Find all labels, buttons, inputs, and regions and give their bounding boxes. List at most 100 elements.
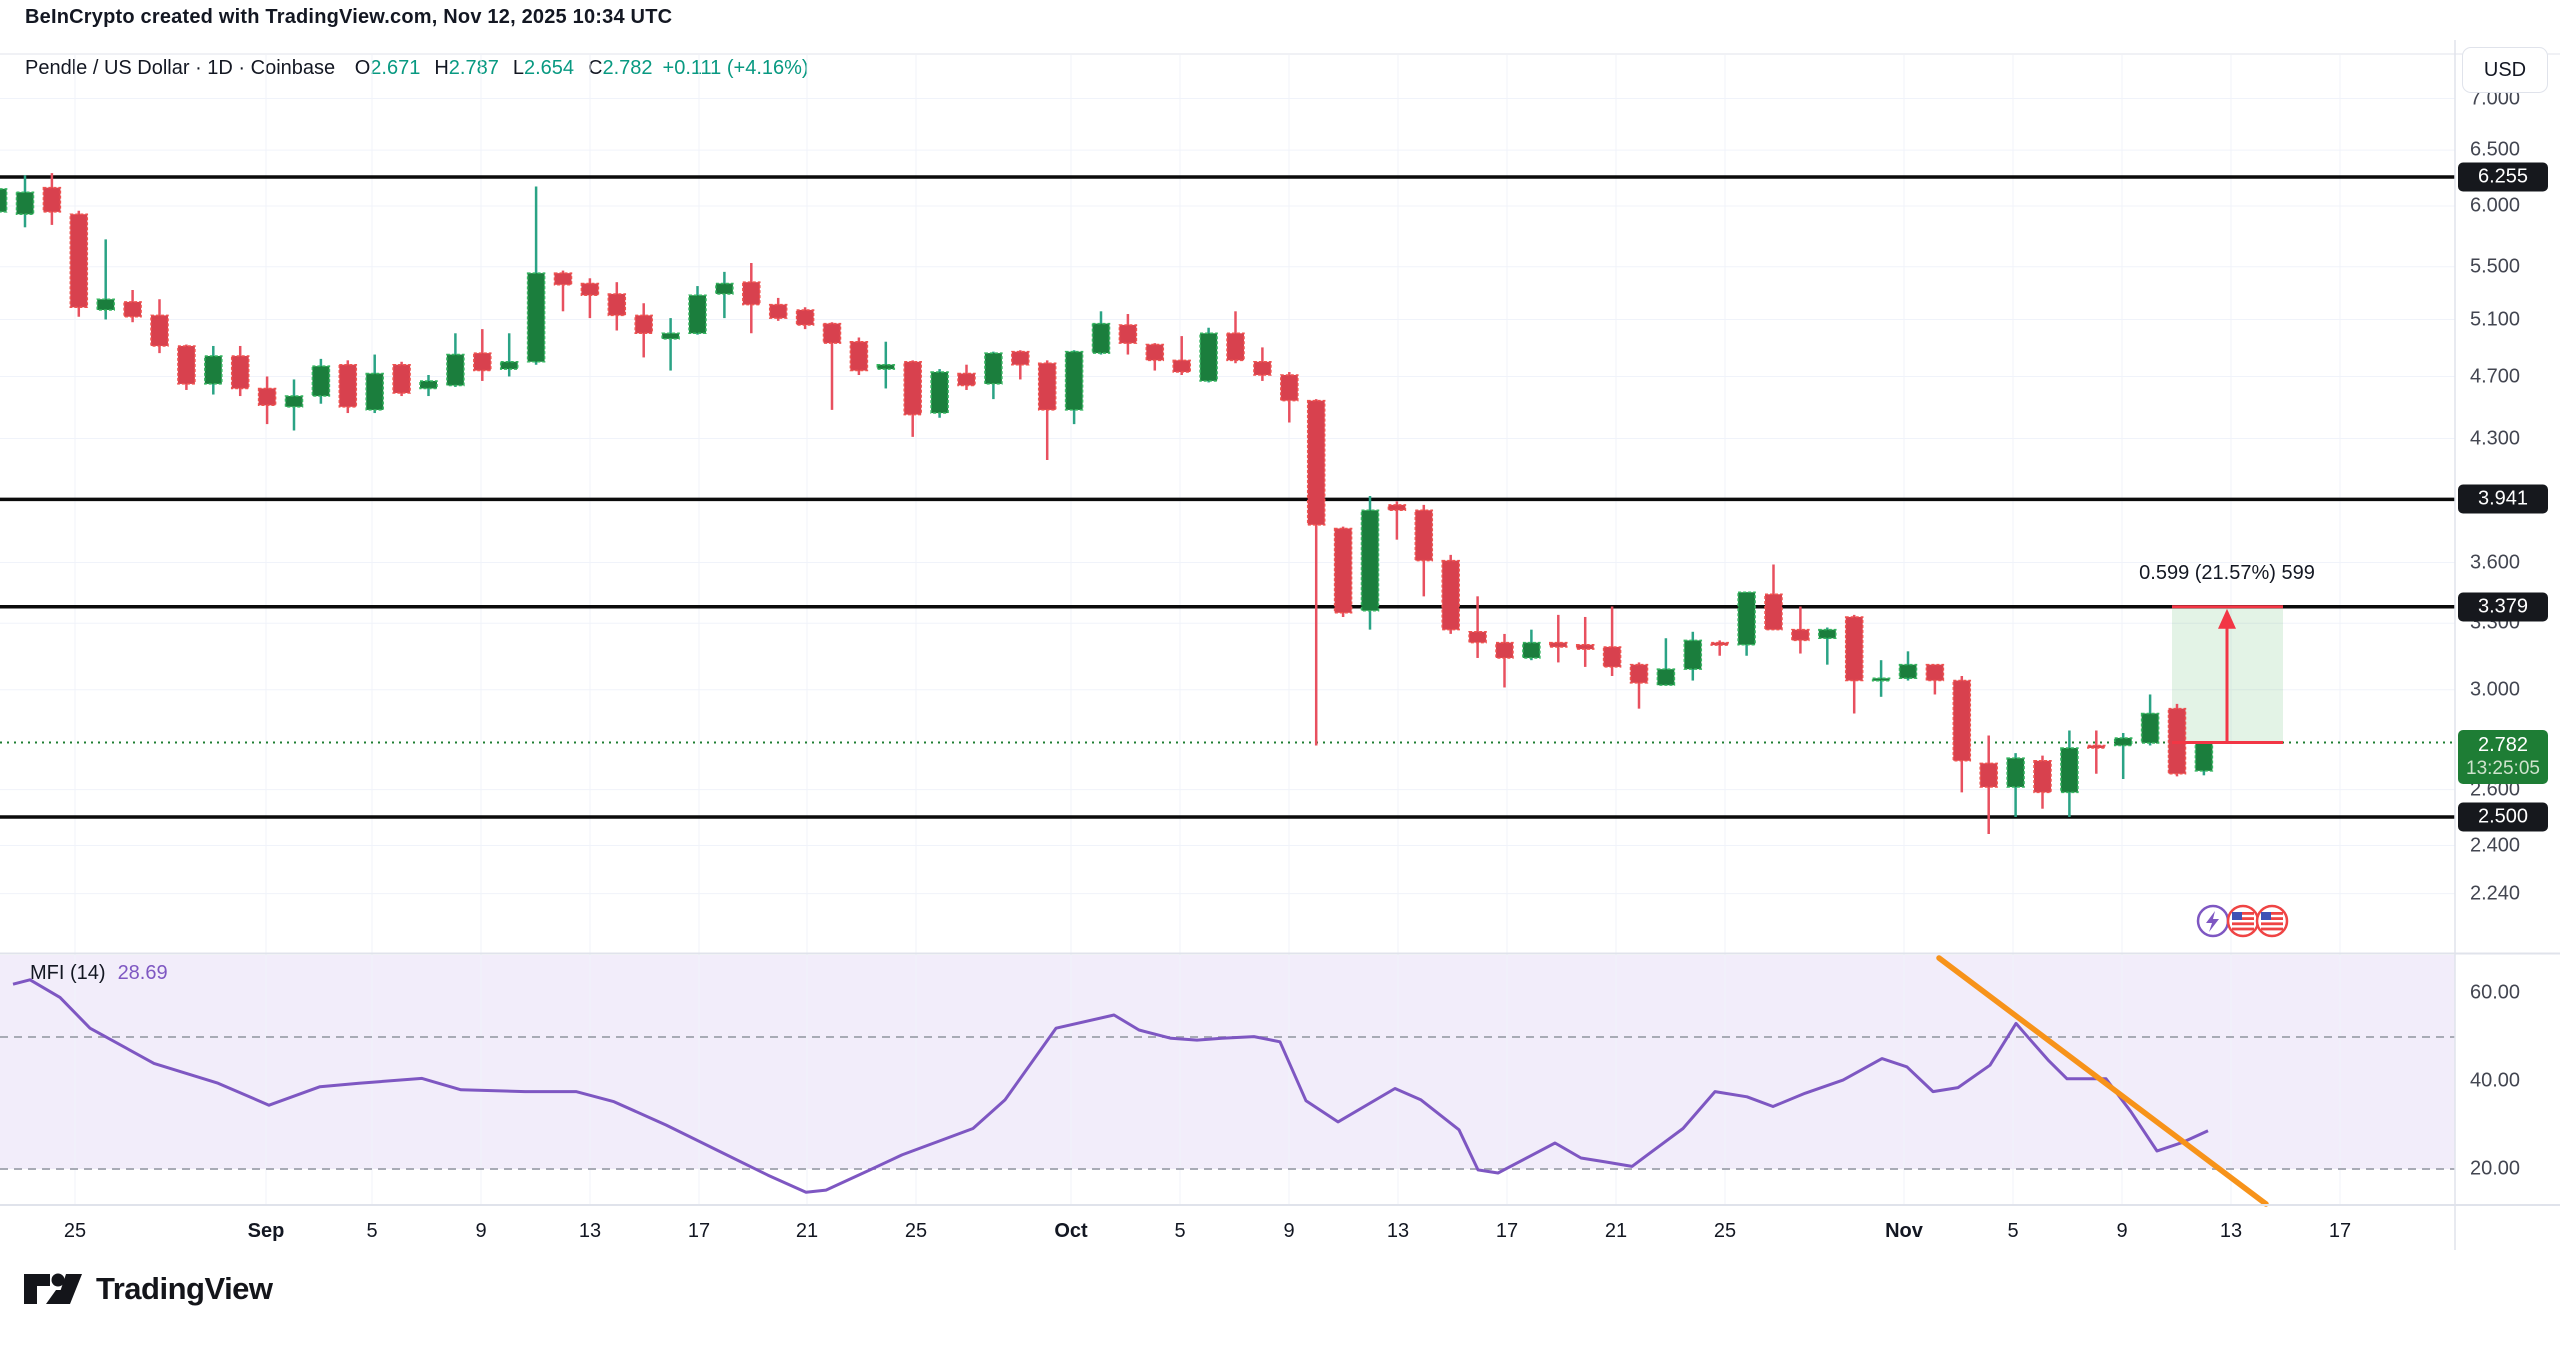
- candle-body: [1818, 628, 1837, 639]
- date-axis-label[interactable]: 13: [1386, 1220, 1410, 1242]
- candle-body: [230, 355, 250, 390]
- candle-body: [1441, 559, 1460, 631]
- price-axis-tick: 5.100: [2470, 308, 2521, 330]
- last-price-label: 2.782 13:25:05: [2458, 730, 2548, 785]
- date-axis-label[interactable]: 9: [1283, 1220, 1295, 1242]
- price-axis-tick: 4.300: [2470, 427, 2521, 449]
- candle-body: [499, 361, 519, 370]
- candle-body: [69, 213, 89, 309]
- price-level-label: 6.255: [2458, 162, 2548, 192]
- symbol-title[interactable]: Pendle / US Dollar · 1D · Coinbase: [25, 57, 336, 79]
- candle-body: [1280, 374, 1299, 402]
- candle-body: [338, 363, 358, 408]
- candle-body: [1011, 350, 1030, 366]
- candle-body: [1979, 762, 1998, 788]
- mfi-axis-tick: 60.00: [2470, 981, 2521, 1004]
- candle-body: [1468, 631, 1487, 644]
- candle-body: [446, 353, 465, 387]
- candle-body: [473, 352, 492, 372]
- candle-body: [1495, 641, 1514, 659]
- candle-body: [1683, 639, 1703, 670]
- candle-body: [2113, 737, 2133, 747]
- candle-body: [876, 363, 896, 370]
- candle-body: [392, 363, 411, 394]
- price-axis-tick: 3.000: [2470, 678, 2521, 701]
- candle-body: [984, 352, 1003, 385]
- candle-body: [1333, 527, 1353, 614]
- candle-body: [1871, 677, 1891, 682]
- candle-body: [1602, 646, 1622, 668]
- date-axis-label[interactable]: 13: [2219, 1220, 2243, 1242]
- us-flag-icon: [2255, 904, 2289, 938]
- date-axis-label[interactable]: 21: [1604, 1220, 1628, 1242]
- candle-body: [607, 293, 627, 317]
- candle-body: [2033, 759, 2052, 794]
- candle-body: [257, 387, 277, 407]
- currency-usd-button[interactable]: USD: [2462, 47, 2548, 93]
- mfi-trendline: [1936, 955, 2269, 1207]
- candle-body: [1710, 641, 1729, 646]
- tradingview-logo-icon: [24, 1273, 82, 1304]
- candle-body: [1226, 332, 1245, 362]
- candle-body: [1844, 616, 1864, 682]
- candle-body: [311, 365, 331, 397]
- date-axis-label[interactable]: 17: [2328, 1220, 2352, 1242]
- candle-body: [42, 186, 62, 213]
- candle-body: [1064, 350, 1084, 411]
- candle-body: [284, 395, 304, 408]
- candle-body: [822, 322, 842, 344]
- date-axis-label[interactable]: 5: [366, 1220, 378, 1242]
- date-axis-label[interactable]: 17: [1495, 1220, 1519, 1242]
- date-axis-label[interactable]: 5: [1174, 1220, 1186, 1242]
- candle-body: [365, 372, 384, 411]
- tradingview-logo-text: TradingView: [96, 1271, 273, 1306]
- mfi-axis-tick: 40.00: [2470, 1069, 2521, 1092]
- candle-body: [1522, 641, 1541, 659]
- date-axis-label[interactable]: 9: [475, 1220, 487, 1242]
- mfi-legend-title: MFI (14): [30, 962, 106, 984]
- price-axis-tick: 3.600: [2470, 551, 2521, 574]
- date-axis-label[interactable]: 13: [578, 1220, 602, 1242]
- candle-body: [661, 332, 680, 340]
- candle-body: [1091, 322, 1111, 354]
- date-axis-label[interactable]: 21: [795, 1220, 819, 1242]
- date-axis-label[interactable]: 25: [63, 1220, 87, 1242]
- candle-body: [1360, 509, 1380, 612]
- candle-body: [1037, 362, 1057, 411]
- candle-body: [1898, 663, 1918, 680]
- candle-body: [1387, 504, 1407, 512]
- price-axis-tick: 6.500: [2470, 138, 2521, 161]
- us-flag-icon: [2226, 904, 2260, 938]
- candle-body: [1629, 663, 1649, 684]
- candle-body: [1172, 359, 1191, 373]
- date-axis-label[interactable]: 17: [687, 1220, 711, 1242]
- mfi-legend[interactable]: MFI (14) 28.69: [30, 962, 168, 985]
- candle-body: [930, 371, 949, 414]
- candle-countdown: 13:25:05: [2466, 758, 2540, 780]
- date-axis-label[interactable]: 25: [1713, 1220, 1737, 1242]
- candle-body: [15, 191, 35, 215]
- candle-body: [204, 355, 223, 385]
- candle-body: [1575, 644, 1595, 650]
- date-axis-label[interactable]: 25: [904, 1220, 928, 1242]
- date-axis-label[interactable]: 9: [2116, 1220, 2128, 1242]
- candle-body: [526, 272, 546, 363]
- candle-body: [150, 314, 169, 347]
- candle-body: [1199, 332, 1218, 382]
- date-axis-label[interactable]: Sep: [247, 1220, 285, 1242]
- date-axis-label[interactable]: Oct: [1054, 1220, 1088, 1242]
- candle-body: [123, 301, 142, 318]
- candle-body: [1764, 593, 1783, 631]
- candle-body: [96, 298, 115, 311]
- price-axis-tick: 4.700: [2470, 365, 2521, 387]
- candle-body: [1656, 668, 1676, 686]
- tradingview-logo[interactable]: TradingView: [22, 1266, 273, 1312]
- price-axis-tick: 6.000: [2470, 194, 2521, 217]
- candle-body: [177, 345, 196, 385]
- attribution-text: BeInCrypto created with TradingView.com,…: [25, 6, 673, 28]
- date-axis-label[interactable]: Nov: [1885, 1220, 1923, 1242]
- candle-body: [634, 314, 653, 335]
- date-axis-label[interactable]: 5: [2007, 1220, 2019, 1242]
